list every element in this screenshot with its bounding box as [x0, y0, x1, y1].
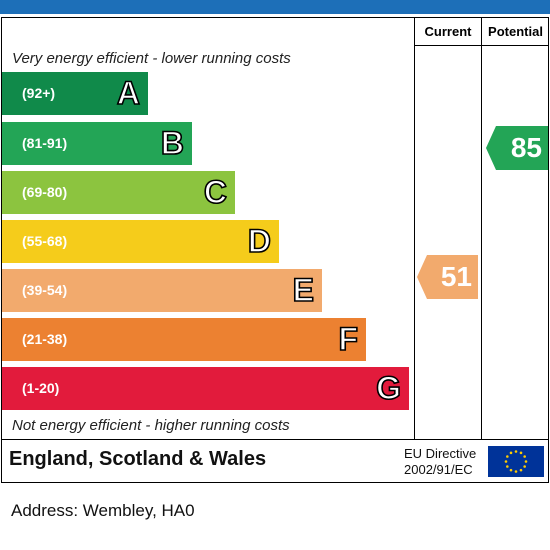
eu-star-icon [506, 455, 509, 458]
eu-directive-line2: 2002/91/EC [404, 462, 473, 477]
eu-star-icon [519, 451, 523, 455]
band-range-label: (69-80) [22, 184, 68, 200]
potential-rating-value: 85 [510, 132, 542, 163]
band-bar-f: (21-38) F [2, 318, 366, 361]
band-letter: G [375, 369, 401, 407]
eu-star-icon [523, 455, 526, 458]
band-letter: C [203, 173, 228, 211]
band-range-label: (39-54) [22, 282, 68, 298]
band-range-label: (1-20) [22, 380, 60, 396]
eu-star-icon [509, 451, 513, 455]
band-letter: E [292, 271, 315, 309]
potential-rating-arrow: 85 [486, 126, 548, 170]
band-range-label: (21-38) [22, 331, 68, 347]
header-underline [414, 45, 549, 46]
divider-current-left [414, 18, 415, 439]
band-range-label: (55-68) [22, 233, 68, 249]
eu-directive-line1: EU Directive [404, 446, 477, 461]
potential-arrow-shape [486, 126, 548, 170]
eu-star-icon [519, 468, 523, 472]
eu-star-icon [524, 460, 528, 463]
caption-top: Very energy efficient - lower running co… [12, 50, 291, 67]
eu-star-icon [514, 470, 518, 473]
eu-star-icon [509, 468, 513, 472]
eu-star-icon [506, 465, 509, 468]
current-rating-arrow: 51 [417, 255, 478, 299]
country-label: England, Scotland & Wales [9, 448, 267, 470]
current-arrow-shape [417, 255, 478, 299]
eu-star-icon [514, 450, 518, 453]
potential-column-header: Potential [488, 24, 543, 39]
caption-bottom: Not energy efficient - higher running co… [12, 417, 290, 434]
band-bar-g: (1-20) G [2, 367, 409, 410]
band-letter: B [160, 124, 185, 162]
eu-star-icon [504, 460, 508, 463]
band-bar-e: (39-54) E [2, 269, 322, 312]
address-text: Address: Wembley, HA0 [11, 501, 195, 520]
band-letter: D [247, 222, 272, 260]
eu-flag-icon [488, 446, 544, 477]
current-column-header: Current [424, 24, 472, 39]
band-letter: A [116, 74, 141, 112]
band-letter: F [338, 320, 359, 358]
band-bar-b: (81-91) B [2, 122, 192, 165]
eu-star-icon [523, 465, 526, 468]
band-bar-d: (55-68) D [2, 220, 279, 263]
band-bar-c: (69-80) C [2, 171, 235, 214]
top-banner [0, 0, 550, 14]
epc-chart-frame [1, 17, 549, 483]
band-range-label: (81-91) [22, 135, 68, 151]
band-range-label: (92+) [22, 85, 56, 101]
footer-divider [2, 439, 549, 440]
current-rating-value: 51 [440, 261, 472, 292]
band-bar-a: (92+) A [2, 72, 148, 115]
divider-current-right [481, 18, 482, 439]
